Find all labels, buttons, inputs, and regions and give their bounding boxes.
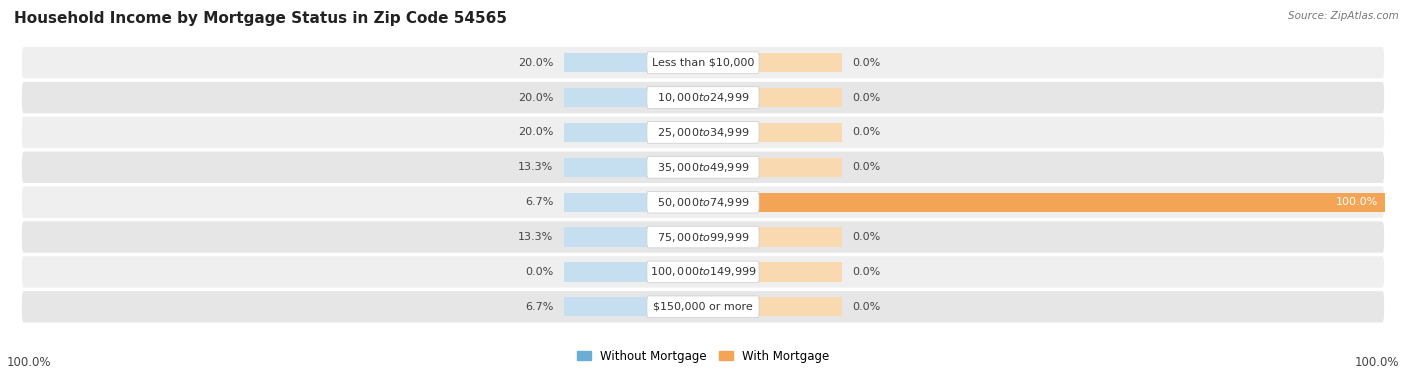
FancyBboxPatch shape: [647, 122, 759, 143]
FancyBboxPatch shape: [21, 81, 1385, 114]
Text: $35,000 to $49,999: $35,000 to $49,999: [657, 161, 749, 174]
Text: 0.0%: 0.0%: [852, 232, 882, 242]
Bar: [675, 88, 703, 107]
Bar: [703, 158, 842, 177]
FancyBboxPatch shape: [647, 192, 759, 213]
Text: 20.0%: 20.0%: [517, 58, 554, 68]
Bar: [564, 262, 703, 282]
FancyBboxPatch shape: [21, 220, 1385, 254]
FancyBboxPatch shape: [21, 150, 1385, 184]
Bar: [703, 262, 842, 282]
Bar: [693, 297, 703, 316]
Legend: Without Mortgage, With Mortgage: Without Mortgage, With Mortgage: [572, 345, 834, 367]
Bar: [703, 88, 842, 107]
Bar: [685, 158, 703, 177]
FancyBboxPatch shape: [647, 87, 759, 108]
Text: $150,000 or more: $150,000 or more: [654, 302, 752, 312]
Bar: [703, 297, 842, 316]
Text: 20.0%: 20.0%: [517, 92, 554, 103]
Text: 6.7%: 6.7%: [524, 197, 554, 207]
Bar: [685, 227, 703, 247]
Text: 100.0%: 100.0%: [7, 357, 52, 369]
FancyBboxPatch shape: [21, 46, 1385, 80]
Text: $25,000 to $34,999: $25,000 to $34,999: [657, 126, 749, 139]
FancyBboxPatch shape: [647, 156, 759, 178]
Bar: [564, 123, 703, 142]
Text: 20.0%: 20.0%: [517, 127, 554, 138]
Bar: [564, 88, 703, 107]
Bar: [564, 297, 703, 316]
Text: 100.0%: 100.0%: [1336, 197, 1378, 207]
Text: Less than $10,000: Less than $10,000: [652, 58, 754, 68]
Text: 0.0%: 0.0%: [852, 302, 882, 312]
FancyBboxPatch shape: [21, 185, 1385, 219]
Text: 0.0%: 0.0%: [852, 58, 882, 68]
FancyBboxPatch shape: [647, 296, 759, 317]
Text: 13.3%: 13.3%: [519, 162, 554, 172]
Text: $75,000 to $99,999: $75,000 to $99,999: [657, 231, 749, 244]
FancyBboxPatch shape: [647, 226, 759, 248]
Bar: [703, 123, 842, 142]
Text: 0.0%: 0.0%: [852, 162, 882, 172]
Bar: [703, 193, 1385, 212]
Bar: [564, 53, 703, 72]
Text: 13.3%: 13.3%: [519, 232, 554, 242]
FancyBboxPatch shape: [21, 290, 1385, 323]
Bar: [703, 227, 842, 247]
Text: $50,000 to $74,999: $50,000 to $74,999: [657, 196, 749, 208]
FancyBboxPatch shape: [647, 52, 759, 74]
Bar: [703, 193, 842, 212]
Bar: [703, 53, 842, 72]
Text: 0.0%: 0.0%: [852, 127, 882, 138]
Text: 6.7%: 6.7%: [524, 302, 554, 312]
Bar: [675, 123, 703, 142]
Text: 0.0%: 0.0%: [524, 267, 554, 277]
Bar: [564, 227, 703, 247]
Text: 0.0%: 0.0%: [852, 267, 882, 277]
Bar: [564, 158, 703, 177]
Text: 0.0%: 0.0%: [852, 92, 882, 103]
Bar: [675, 53, 703, 72]
Text: 100.0%: 100.0%: [1354, 357, 1399, 369]
FancyBboxPatch shape: [21, 255, 1385, 289]
Text: Source: ZipAtlas.com: Source: ZipAtlas.com: [1288, 11, 1399, 21]
FancyBboxPatch shape: [647, 261, 759, 283]
FancyBboxPatch shape: [21, 116, 1385, 149]
Bar: [564, 193, 703, 212]
Text: $10,000 to $24,999: $10,000 to $24,999: [657, 91, 749, 104]
Bar: [693, 193, 703, 212]
Text: $100,000 to $149,999: $100,000 to $149,999: [650, 265, 756, 278]
Text: Household Income by Mortgage Status in Zip Code 54565: Household Income by Mortgage Status in Z…: [14, 11, 508, 26]
